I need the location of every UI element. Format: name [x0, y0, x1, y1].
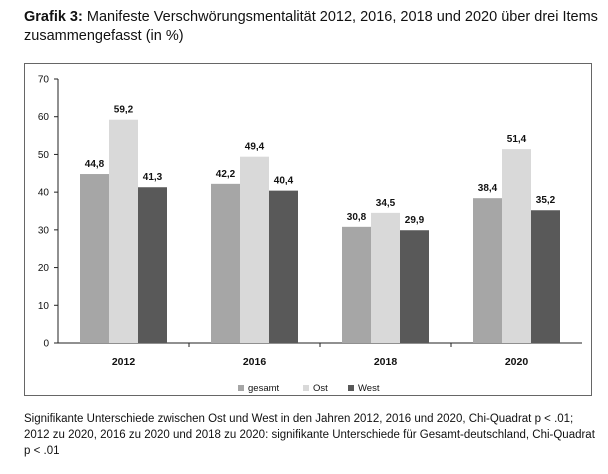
y-tick-label: 40 — [38, 188, 50, 199]
chart-title-prefix: Grafik 3: — [24, 9, 83, 25]
bar — [138, 187, 167, 343]
x-tick-label: 2016 — [243, 356, 267, 368]
chart-frame — [24, 63, 592, 396]
chart-title: Grafik 3: Manifeste Verschwörungsmentali… — [24, 8, 599, 46]
x-tick-label: 2018 — [374, 356, 398, 368]
bar — [342, 226, 371, 343]
y-tick-label: 60 — [38, 112, 50, 123]
data-label: 38,4 — [478, 183, 498, 194]
data-label: 51,4 — [507, 134, 527, 145]
data-label: 44,8 — [85, 159, 105, 170]
x-tick-label: 2012 — [112, 356, 136, 368]
data-label: 34,5 — [376, 198, 396, 209]
data-label: 29,9 — [405, 215, 425, 226]
data-label: 30,8 — [347, 212, 367, 223]
bar — [109, 119, 138, 343]
chart-title-text: Manifeste Verschwörungsmentalität 2012, … — [24, 9, 598, 44]
bar — [531, 210, 560, 343]
data-label: 40,4 — [274, 176, 294, 187]
data-label: 59,2 — [114, 105, 134, 116]
legend-swatch — [238, 385, 244, 391]
bar — [400, 230, 429, 343]
data-label: 41,3 — [143, 172, 163, 183]
bar — [269, 190, 298, 343]
bar — [371, 212, 400, 343]
legend-swatch — [348, 385, 354, 391]
y-tick-label: 50 — [38, 150, 50, 161]
legend-label: West — [358, 383, 380, 394]
y-tick-label: 20 — [38, 263, 50, 274]
bar — [502, 149, 531, 343]
legend-swatch — [303, 385, 309, 391]
bar — [473, 198, 502, 343]
legend-label: Ost — [313, 383, 328, 394]
bar — [211, 183, 240, 343]
footnote: Signifikante Unterschiede zwischen Ost u… — [24, 413, 595, 457]
x-tick-label: 2020 — [505, 356, 529, 368]
y-tick-label: 70 — [38, 75, 50, 86]
data-label: 49,4 — [245, 142, 265, 153]
y-tick-label: 0 — [43, 339, 49, 350]
data-label: 35,2 — [536, 195, 556, 206]
data-label: 42,2 — [216, 169, 236, 180]
y-tick-label: 30 — [38, 225, 50, 236]
legend-label: gesamt — [248, 383, 280, 394]
bar — [240, 156, 269, 343]
bar — [80, 174, 109, 343]
y-tick-label: 10 — [38, 301, 50, 312]
